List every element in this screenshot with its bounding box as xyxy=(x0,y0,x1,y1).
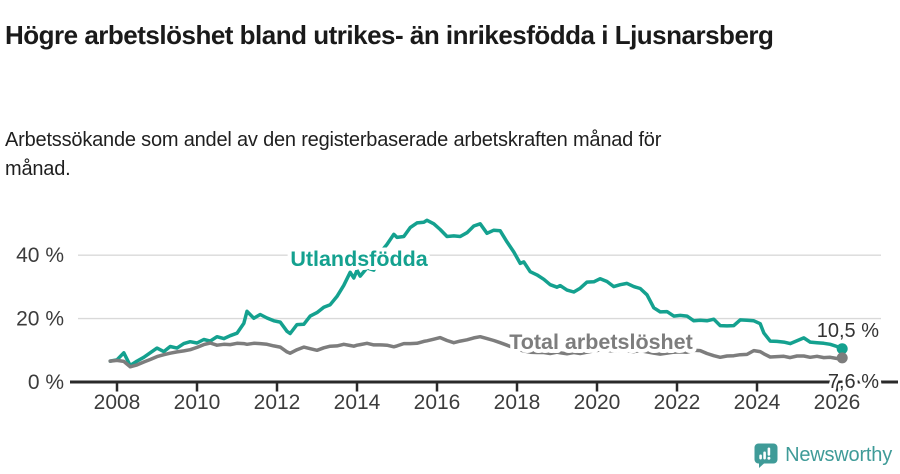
y-tick-label: 0 % xyxy=(28,371,64,394)
x-tick-label: 2018 xyxy=(494,391,541,414)
newsworthy-speech-bubble-bar-chart-icon xyxy=(754,443,778,468)
end-value-label: 7,6 % xyxy=(828,371,879,393)
x-tick-label: 2008 xyxy=(94,391,141,414)
page-subtitle: Arbetssökande som andel av den registerb… xyxy=(5,129,662,180)
series-label: Utlandsfödda xyxy=(290,247,428,271)
series-label: Total arbetslöshet xyxy=(509,330,693,354)
x-tick-label: 2022 xyxy=(654,391,701,414)
series-line-utlandsf-dda xyxy=(108,218,842,368)
x-tick-label: 2014 xyxy=(334,391,381,414)
series-line-total-arbetsl-shet xyxy=(108,334,842,369)
y-tick-label: 40 % xyxy=(16,244,64,267)
y-tick-label: 20 % xyxy=(16,308,64,331)
x-tick-label: 2010 xyxy=(174,391,221,414)
x-tick-label: 2026 xyxy=(814,391,861,414)
series-end-dot xyxy=(836,343,848,355)
x-tick-label: 2012 xyxy=(254,391,301,414)
series-end-dot xyxy=(836,352,848,364)
x-tick-label: 2020 xyxy=(574,391,621,414)
brand-name: Newsworthy xyxy=(785,444,892,466)
page-title: Högre arbetslöshet bland utrikes- än inr… xyxy=(5,20,774,51)
x-tick-label: 2016 xyxy=(414,391,461,414)
end-value-label: 10,5 % xyxy=(817,320,879,342)
x-tick-label: 2024 xyxy=(734,391,781,414)
footer-branding: Newsworthy xyxy=(754,443,892,468)
